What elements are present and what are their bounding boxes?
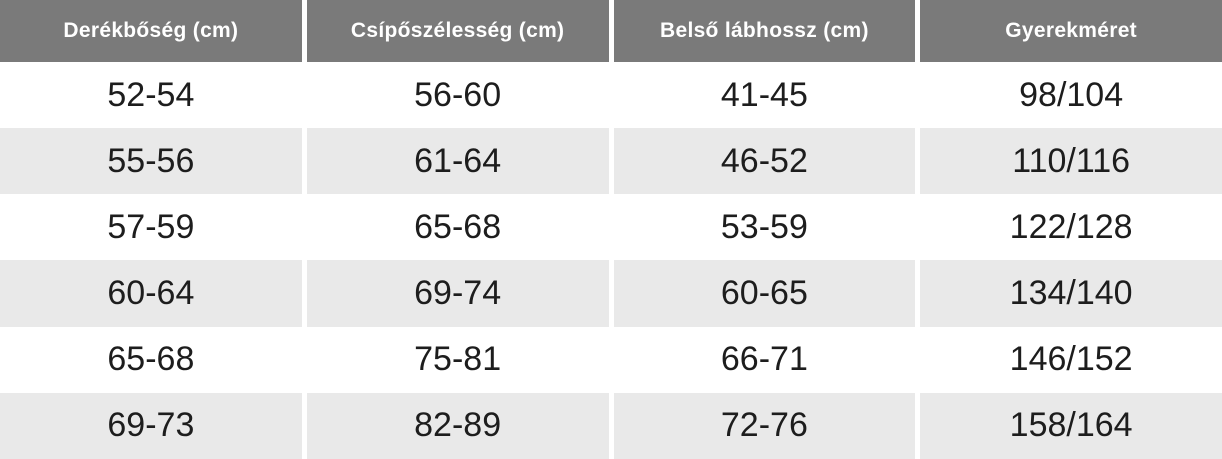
table-cell: 69-74 [306,260,609,327]
table-cell: 82-89 [306,392,609,459]
table-cell: 60-65 [613,260,916,327]
column-header-child-size: Gyerekméret [920,0,1222,62]
table-cell: 146/152 [920,326,1222,393]
table-cell: 60-64 [0,260,302,327]
table-cell: 56-60 [306,62,609,129]
table-cell: 61-64 [306,128,609,195]
table-cell: 41-45 [613,62,916,129]
table-cell: 98/104 [920,62,1222,129]
table-cell: 72-76 [613,392,916,459]
table-cell: 55-56 [0,128,302,195]
table-cell: 75-81 [306,326,609,393]
table-cell: 110/116 [920,128,1222,195]
table-cell: 53-59 [613,194,916,261]
table-cell: 66-71 [613,326,916,393]
table-cell: 158/164 [920,392,1222,459]
table-cell: 134/140 [920,260,1222,327]
table-cell: 65-68 [306,194,609,261]
column-header-hip: Csípőszélesség (cm) [306,0,609,62]
table-cell: 69-73 [0,392,302,459]
table-cell: 46-52 [613,128,916,195]
column-header-inner-leg: Belső lábhossz (cm) [613,0,916,62]
table-cell: 65-68 [0,326,302,393]
column-header-waist: Derékbőség (cm) [0,0,302,62]
table-cell: 52-54 [0,62,302,129]
table-cell: 57-59 [0,194,302,261]
table-cell: 122/128 [920,194,1222,261]
